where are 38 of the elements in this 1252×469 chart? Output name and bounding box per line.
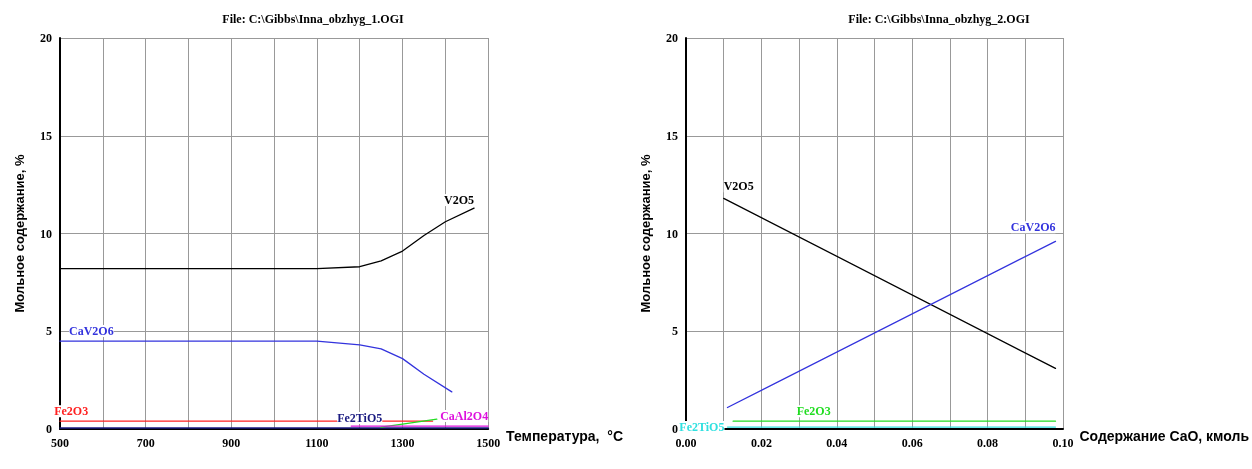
y-tick-label: 0 [672,422,678,436]
x-tick-label: 0.08 [977,436,999,450]
series-label: Fe2TiO5 [679,420,725,435]
series-label: V2O5 [444,193,475,208]
series-label: CaV2O6 [1010,220,1056,235]
x-tick-label: 0.06 [901,436,923,450]
series-label: V2O5 [723,179,754,194]
x-tick-label: 1500 [476,436,501,450]
x-tick-label: 0.10 [1052,436,1074,450]
y-tick-label: 15 [666,128,678,143]
x-tick-label: 900 [222,436,241,450]
y-tick-label: 10 [666,226,678,241]
y-tick-label: 20 [666,31,678,45]
chart-title: File: C:\Gibbs\Inna_obzhyg_2.OGI [848,12,1031,26]
x-tick-label: 500 [51,436,69,450]
series-label: Fe2TiO5 [337,411,383,426]
x-tick-label: 1100 [305,436,329,450]
y-tick-label: 20 [40,31,52,45]
x-tick-label: 1300 [390,436,415,450]
series-label: CaV2O6 [69,324,114,339]
x-axis-title: Содержание CaO, кмоль [1079,428,1250,444]
line-series [59,340,453,393]
y-axis-title: Мольное содержание, % [12,154,27,313]
x-tick-label: 0.00 [675,436,697,450]
x-tick-label: 700 [136,436,155,450]
x-axis-title: Температура, °C [506,428,623,444]
x-tick-label: 0.04 [826,436,848,450]
y-tick-label: 15 [40,128,52,143]
y-tick-label: 5 [672,324,678,339]
series-label: CaAl2O4 [440,409,489,424]
chart-title: File: C:\Gibbs\Inna_obzhyg_1.OGI [222,12,405,26]
series-label: Fe2O3 [54,404,89,419]
x-tick-label: 0.02 [750,436,772,450]
y-tick-label: 10 [40,226,52,241]
series-label: Fe2O3 [796,404,831,419]
y-tick-label: 5 [46,324,52,339]
y-tick-label: 0 [46,422,52,436]
y-axis-title: Мольное содержание, % [638,154,653,313]
